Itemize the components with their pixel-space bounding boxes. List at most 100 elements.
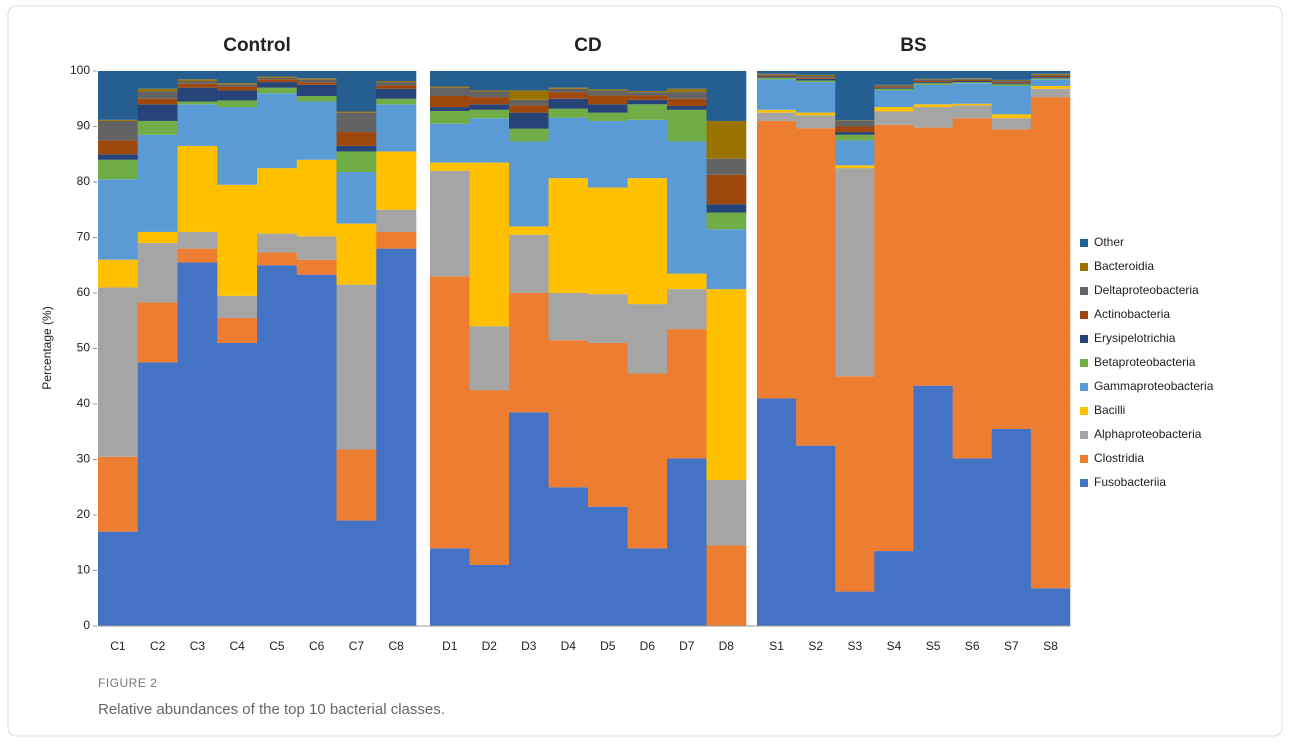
- bar-segment: [796, 115, 836, 129]
- bar-segment: [757, 76, 797, 78]
- bar-segment: [667, 273, 707, 290]
- bar-segment: [376, 88, 417, 99]
- bar-segment: [835, 71, 875, 121]
- bar-segment: [796, 112, 836, 116]
- bar-segment: [913, 84, 953, 105]
- bar-segment: [469, 90, 510, 92]
- bar-segment: [296, 71, 337, 79]
- bar-segment: [1030, 97, 1071, 589]
- bar-segment: [376, 151, 417, 210]
- bar-segment: [835, 165, 875, 169]
- bar-segment: [137, 91, 178, 99]
- bar-segment: [874, 90, 914, 108]
- bar-segment: [469, 104, 510, 110]
- bar-segment: [217, 83, 258, 85]
- bar-segment: [217, 86, 258, 91]
- bar-segment: [913, 104, 953, 108]
- x-tick-label: C8: [388, 639, 404, 653]
- bar-segment: [217, 184, 258, 296]
- bar-segment: [98, 119, 139, 121]
- bar-segment: [796, 445, 836, 626]
- bar-segment: [835, 168, 875, 377]
- legend-label: Actinobacteria: [1094, 307, 1170, 321]
- bar-segment: [913, 80, 953, 83]
- bar-segment: [469, 118, 510, 163]
- bar-segment: [874, 111, 914, 125]
- bar-segment: [336, 112, 377, 133]
- bar-segment: [913, 71, 953, 79]
- legend-label: Other: [1094, 235, 1124, 249]
- bar-segment: [548, 71, 589, 88]
- bar-segment: [548, 87, 589, 89]
- bar-segment: [874, 85, 914, 87]
- bar-segment: [217, 295, 258, 318]
- bar-segment: [376, 209, 417, 232]
- bar-segment: [336, 145, 377, 152]
- bar-segment: [548, 92, 589, 99]
- bar-segment: [376, 82, 417, 86]
- y-tick-label: 10: [77, 563, 91, 577]
- bar-segment: [98, 71, 139, 120]
- legend-swatch: [1080, 431, 1088, 439]
- x-tick-label: S5: [926, 639, 941, 653]
- bar-segment: [627, 99, 668, 105]
- bar-segment: [991, 84, 1032, 86]
- bar-segment: [548, 178, 589, 293]
- bar-segment: [257, 77, 298, 80]
- bar-segment: [376, 80, 417, 83]
- bar-segment: [376, 104, 417, 152]
- bar-segment: [509, 105, 549, 113]
- bar-segment: [913, 83, 953, 85]
- bar-segment: [376, 71, 417, 81]
- bar-segment: [217, 107, 258, 185]
- bar-segment: [137, 88, 178, 92]
- bar-segment: [217, 90, 258, 101]
- x-tick-label: C3: [190, 639, 206, 653]
- bar-segment: [627, 119, 668, 179]
- legend-swatch: [1080, 383, 1088, 391]
- bar-segment: [627, 104, 668, 120]
- bar-segment: [430, 170, 470, 277]
- bar-segment: [469, 71, 510, 91]
- bar-segment: [952, 103, 993, 106]
- bar-segment: [548, 340, 589, 488]
- bar-segment: [1030, 88, 1071, 98]
- bar-segment: [757, 71, 797, 74]
- bar-segment: [509, 234, 549, 293]
- bar-segment: [137, 243, 178, 303]
- bar-segment: [835, 140, 875, 166]
- x-tick-label: S6: [965, 639, 980, 653]
- bar-segment: [1030, 73, 1071, 75]
- bar-segment: [706, 204, 747, 213]
- bar-segment: [296, 79, 337, 83]
- bar-segment: [336, 520, 377, 626]
- bar-segment: [627, 92, 668, 96]
- bar-segment: [469, 564, 510, 626]
- bar-segment: [430, 110, 470, 124]
- bar-segment: [757, 120, 797, 399]
- y-tick-label: 60: [77, 285, 91, 299]
- legend-swatch: [1080, 239, 1088, 247]
- bar-segment: [991, 71, 1032, 80]
- bar-segment: [757, 109, 797, 113]
- legend-swatch: [1080, 263, 1088, 271]
- bar-segment: [913, 79, 953, 81]
- bar-segment: [913, 385, 953, 626]
- legend-label: Bacteroidia: [1094, 259, 1154, 273]
- bar-segment: [835, 591, 875, 626]
- legend-label: Deltaproteobacteria: [1094, 283, 1199, 297]
- bar-segment: [336, 284, 377, 450]
- bar-segment: [706, 545, 747, 626]
- bar-segment: [667, 289, 707, 330]
- legend-swatch: [1080, 359, 1088, 367]
- bar-segment: [991, 118, 1032, 130]
- bar-segment: [137, 362, 178, 626]
- bar-segment: [667, 141, 707, 274]
- bar-segment: [757, 74, 797, 76]
- bar-segment: [430, 87, 470, 96]
- bar-segment: [835, 132, 875, 135]
- bar-segment: [336, 449, 377, 521]
- bar-segment: [874, 551, 914, 626]
- bar-segment: [874, 71, 914, 85]
- y-tick-label: 40: [77, 396, 91, 410]
